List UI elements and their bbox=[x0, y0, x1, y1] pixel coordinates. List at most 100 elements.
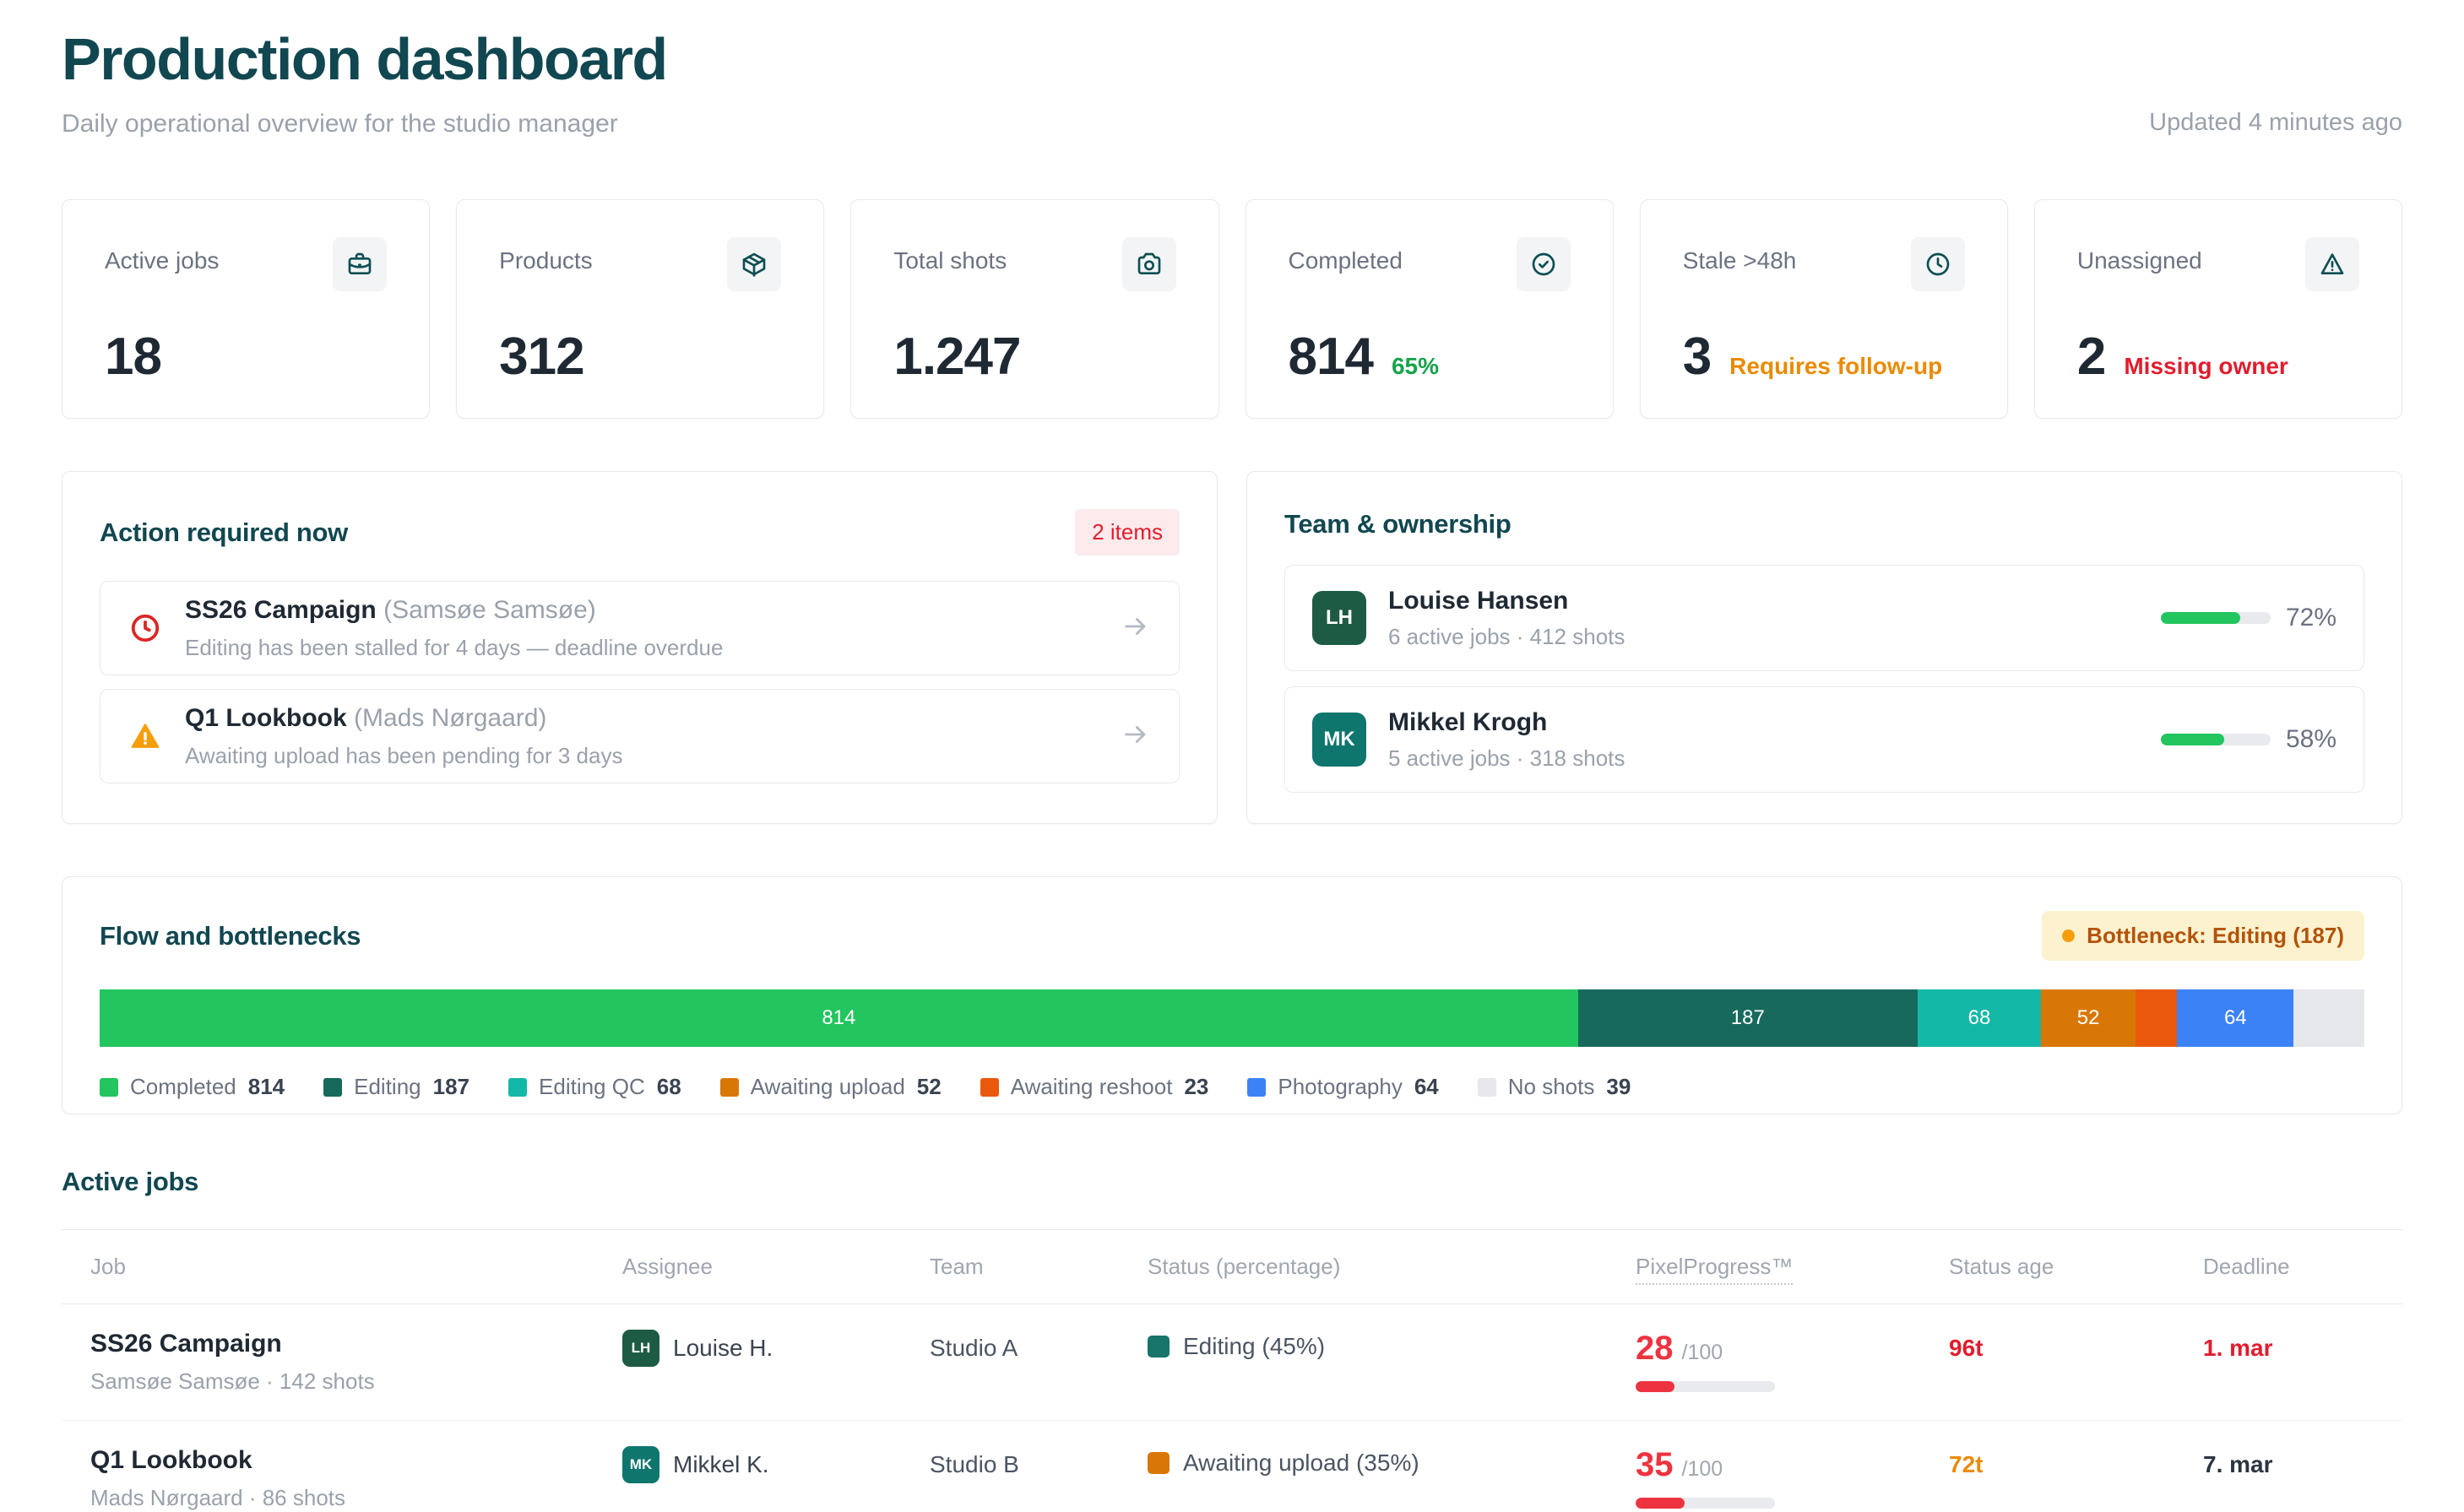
stat-sub-value: 65% bbox=[1391, 353, 1440, 379]
avatar: LH bbox=[1312, 591, 1366, 645]
arrow-right-icon[interactable] bbox=[1121, 612, 1150, 645]
job-meta: Samsøe Samsøe · 142 shots bbox=[90, 1368, 375, 1394]
legend-value: 39 bbox=[1606, 1074, 1631, 1099]
action-item-ss26[interactable]: SS26 Campaign (Samsøe Samsøe) Editing ha… bbox=[100, 581, 1180, 675]
page-header: Production dashboard Daily operational o… bbox=[62, 25, 2402, 138]
status-label: Editing (45%) bbox=[1183, 1333, 1326, 1359]
table-row-q1-lookbook[interactable]: Q1 Lookbook Mads Nørgaard · 86 shots MK … bbox=[62, 1421, 2402, 1512]
assignee-cell: MK Mikkel K. bbox=[622, 1421, 930, 1509]
stat-value: 18 bbox=[105, 328, 162, 386]
team-member-progress: 58% bbox=[2160, 725, 2336, 754]
legend-label: Editing QC bbox=[539, 1074, 645, 1099]
package-icon bbox=[727, 237, 782, 291]
team-member-mikkel[interactable]: MK Mikkel Krogh 5 active jobs · 318 shot… bbox=[1284, 686, 2364, 793]
flow-segment-awaiting-upload: 52 bbox=[2041, 989, 2136, 1047]
pixelprogress-cell: 35 /100 bbox=[1636, 1421, 1949, 1512]
column-header-status: Status (percentage) bbox=[1148, 1254, 1341, 1279]
pixelprogress-value: 35 bbox=[1636, 1446, 1674, 1483]
pixelprogress-max: /100 bbox=[1681, 1457, 1723, 1481]
status-age-cell: 72t bbox=[1949, 1451, 1984, 1477]
active-jobs-title: Active jobs bbox=[62, 1167, 199, 1196]
stat-value: 312 bbox=[499, 328, 584, 386]
action-item-brand: (Mads Nørgaard) bbox=[354, 703, 547, 732]
column-header-assignee: Assignee bbox=[622, 1254, 713, 1279]
team-member-meta: 6 active jobs · 412 shots bbox=[1388, 623, 1625, 649]
action-item-q1-lookbook[interactable]: Q1 Lookbook (Mads Nørgaard) Awaiting upl… bbox=[100, 689, 1180, 783]
progress-fill bbox=[2160, 734, 2225, 745]
clock-alert-icon bbox=[129, 612, 161, 644]
legend-item-editing: Editing 187 bbox=[323, 1074, 469, 1100]
flow-segment-editing-qc: 68 bbox=[1917, 989, 2042, 1047]
job-name: SS26 Campaign bbox=[90, 1330, 282, 1358]
stat-value-row: 2 Missing owner bbox=[2077, 327, 2359, 387]
assignee-name: Mikkel K. bbox=[673, 1451, 769, 1477]
stat-value-row: 1.247 bbox=[893, 327, 1175, 387]
avatar: MK bbox=[622, 1446, 659, 1483]
legend-value: 187 bbox=[432, 1074, 470, 1099]
team-ownership-panel: Team & ownership LH Louise Hansen 6 acti… bbox=[1246, 471, 2402, 824]
panel-header: Flow and bottlenecks Bottleneck: Editing… bbox=[100, 911, 2364, 961]
action-item-title: SS26 Campaign bbox=[185, 595, 377, 624]
table-row-ss26-campaign[interactable]: SS26 Campaign Samsøe Samsøe · 142 shots … bbox=[62, 1304, 2402, 1421]
stat-label: Active jobs bbox=[105, 247, 220, 274]
stat-value: 3 bbox=[1682, 328, 1712, 386]
legend-label: No shots bbox=[1507, 1074, 1595, 1099]
column-header-status-age: Status age bbox=[1949, 1254, 2054, 1279]
stat-value: 814 bbox=[1288, 328, 1374, 386]
stat-card-completed: Completed 814 65% bbox=[1245, 199, 1614, 419]
avatar: LH bbox=[622, 1330, 659, 1367]
job-cell: SS26 Campaign Samsøe Samsøe · 142 shots bbox=[62, 1304, 622, 1420]
team-member-name: Louise Hansen bbox=[1388, 586, 1569, 615]
pixelprogress-value-row: 35 /100 bbox=[1636, 1446, 1932, 1484]
assignee-cell: LH Louise H. bbox=[622, 1304, 930, 1392]
segment-value-label: 814 bbox=[822, 1006, 856, 1029]
alert-triangle-icon bbox=[2305, 237, 2360, 291]
stat-card-active-jobs: Active jobs 18 bbox=[62, 199, 431, 419]
stat-card-top: Products bbox=[499, 237, 782, 291]
arrow-right-icon[interactable] bbox=[1121, 720, 1150, 753]
legend-label: Completed bbox=[130, 1074, 236, 1099]
action-items-list: SS26 Campaign (Samsøe Samsøe) Editing ha… bbox=[100, 581, 1180, 783]
stat-label: Stale >48h bbox=[1682, 247, 1797, 274]
bottleneck-label: Bottleneck: Editing (187) bbox=[2087, 923, 2344, 948]
page-title: Production dashboard bbox=[62, 26, 668, 92]
legend-value: 52 bbox=[916, 1074, 942, 1099]
column-header-pixelprogress[interactable]: PixelProgress™ bbox=[1636, 1230, 1949, 1303]
progress-percent: 72% bbox=[2285, 604, 2336, 631]
briefcase-icon bbox=[333, 237, 388, 291]
stat-sub-value: Missing owner bbox=[2124, 353, 2288, 379]
legend-swatch bbox=[100, 1077, 118, 1097]
stat-value-row: 3 Requires follow-up bbox=[1683, 327, 1965, 387]
pixelprogress-value: 28 bbox=[1636, 1330, 1674, 1367]
team-member-meta: 5 active jobs · 318 shots bbox=[1388, 745, 1625, 771]
team-member-info: Mikkel Krogh 5 active jobs · 318 shots bbox=[1388, 708, 2139, 772]
legend-label: Awaiting reshoot bbox=[1010, 1074, 1173, 1099]
team-cell: Studio B bbox=[930, 1451, 1019, 1477]
legend-swatch bbox=[980, 1077, 999, 1097]
deadline-cell: 7. mar bbox=[2203, 1451, 2273, 1477]
stat-card-total-shots: Total shots 1.247 bbox=[850, 199, 1219, 419]
legend-swatch bbox=[508, 1077, 528, 1097]
stat-card-top: Total shots bbox=[893, 237, 1176, 291]
team-member-info: Louise Hansen 6 active jobs · 412 shots bbox=[1388, 587, 2139, 650]
progress-track bbox=[2160, 734, 2271, 745]
stat-label: Products bbox=[499, 247, 593, 274]
avatar: MK bbox=[1312, 713, 1366, 767]
flow-segment-no-shots bbox=[2293, 989, 2364, 1047]
legend-item-no-shots: No shots 39 bbox=[1477, 1074, 1631, 1100]
progress-fill bbox=[2160, 612, 2240, 624]
updated-timestamp: Updated 4 minutes ago bbox=[2149, 109, 2402, 136]
legend-value: 64 bbox=[1414, 1074, 1439, 1099]
legend-swatch bbox=[1477, 1077, 1496, 1097]
status-label: Awaiting upload (35%) bbox=[1183, 1450, 1419, 1476]
legend-value: 23 bbox=[1184, 1074, 1209, 1099]
progress-fill bbox=[1636, 1498, 1685, 1509]
job-name: Q1 Lookbook bbox=[90, 1446, 252, 1474]
items-count-badge: 2 items bbox=[1075, 509, 1180, 555]
team-member-louise[interactable]: LH Louise Hansen 6 active jobs · 412 sho… bbox=[1284, 565, 2364, 671]
action-item-description: Awaiting upload has been pending for 3 d… bbox=[185, 742, 623, 768]
pixelprogress-header-label[interactable]: PixelProgress™ bbox=[1636, 1254, 1794, 1285]
bottleneck-badge: Bottleneck: Editing (187) bbox=[2042, 911, 2364, 961]
legend-label: Editing bbox=[354, 1074, 421, 1099]
action-item-brand: (Samsøe Samsøe) bbox=[383, 595, 596, 624]
